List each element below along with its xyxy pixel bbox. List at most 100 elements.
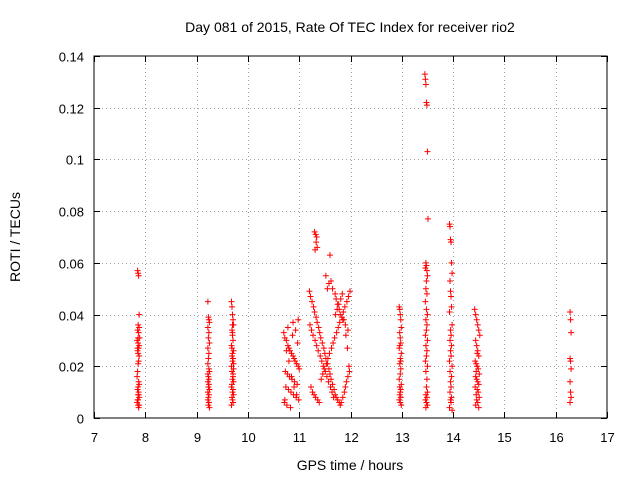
data-point bbox=[291, 355, 298, 362]
data-point bbox=[568, 394, 575, 401]
data-point bbox=[281, 399, 288, 406]
x-tick-label: 12 bbox=[344, 430, 358, 445]
data-points bbox=[134, 71, 575, 414]
data-point bbox=[317, 334, 324, 341]
data-point bbox=[346, 368, 353, 375]
data-point bbox=[422, 391, 429, 398]
data-point bbox=[294, 340, 301, 347]
x-axis-title: GPS time / hours bbox=[297, 457, 404, 473]
data-point bbox=[230, 316, 237, 323]
data-point bbox=[446, 308, 453, 315]
data-point bbox=[567, 378, 574, 385]
data-point bbox=[447, 236, 454, 243]
x-tick-label: 16 bbox=[549, 430, 563, 445]
y-tick-label: 0.06 bbox=[59, 257, 84, 272]
data-point bbox=[205, 314, 212, 321]
data-point bbox=[332, 290, 339, 297]
data-point bbox=[422, 76, 429, 83]
data-point bbox=[328, 345, 335, 352]
data-point bbox=[309, 298, 316, 305]
data-point bbox=[397, 399, 404, 406]
data-point bbox=[296, 365, 303, 372]
data-point bbox=[473, 391, 480, 398]
data-point bbox=[396, 303, 403, 310]
data-point bbox=[290, 319, 297, 326]
data-point bbox=[228, 381, 235, 388]
data-point bbox=[422, 396, 429, 403]
data-point bbox=[135, 396, 142, 403]
data-point bbox=[473, 396, 480, 403]
data-point bbox=[476, 371, 483, 378]
data-point bbox=[331, 334, 338, 341]
data-point bbox=[396, 383, 403, 390]
data-point bbox=[312, 231, 319, 238]
data-point bbox=[396, 329, 403, 336]
data-point bbox=[326, 252, 333, 259]
data-point bbox=[447, 288, 454, 295]
data-point bbox=[396, 345, 403, 352]
data-point bbox=[135, 270, 142, 277]
data-point bbox=[471, 306, 478, 313]
data-point bbox=[397, 340, 404, 347]
data-point bbox=[449, 407, 456, 414]
data-point bbox=[337, 311, 344, 318]
data-point bbox=[448, 342, 455, 349]
data-point bbox=[306, 321, 313, 328]
data-point bbox=[568, 329, 575, 336]
data-point bbox=[135, 340, 142, 347]
data-point bbox=[312, 337, 319, 344]
data-point bbox=[205, 355, 212, 362]
data-point bbox=[283, 402, 290, 409]
data-point bbox=[228, 342, 235, 349]
y-tick-label: 0.08 bbox=[59, 205, 84, 220]
data-point bbox=[315, 324, 322, 331]
data-point bbox=[472, 373, 479, 380]
data-point bbox=[229, 376, 236, 383]
data-point bbox=[205, 394, 212, 401]
data-point bbox=[229, 350, 236, 357]
data-point bbox=[476, 332, 483, 339]
data-point bbox=[205, 316, 212, 323]
data-point bbox=[205, 350, 212, 357]
data-point bbox=[229, 311, 236, 318]
data-point bbox=[423, 352, 430, 359]
data-point bbox=[446, 221, 453, 228]
data-point bbox=[567, 358, 574, 365]
data-point bbox=[321, 365, 328, 372]
data-point bbox=[567, 316, 574, 323]
data-point bbox=[313, 234, 320, 240]
data-point bbox=[295, 316, 302, 323]
data-point bbox=[475, 381, 482, 388]
data-point bbox=[135, 272, 142, 279]
data-point bbox=[344, 373, 351, 380]
data-point bbox=[447, 337, 454, 344]
data-point bbox=[205, 334, 212, 341]
data-point bbox=[345, 363, 352, 370]
data-point bbox=[320, 363, 327, 370]
data-point bbox=[336, 306, 343, 313]
data-point bbox=[284, 324, 291, 331]
data-point bbox=[424, 148, 431, 155]
data-point bbox=[135, 358, 142, 365]
data-point bbox=[341, 303, 348, 310]
data-point bbox=[476, 394, 483, 401]
data-point bbox=[135, 350, 142, 357]
data-point bbox=[472, 311, 479, 318]
data-point bbox=[423, 327, 430, 334]
data-point bbox=[447, 223, 454, 230]
data-point bbox=[134, 386, 141, 393]
data-point bbox=[398, 324, 405, 331]
data-point bbox=[228, 394, 235, 401]
data-point bbox=[134, 337, 141, 344]
data-point bbox=[135, 334, 142, 341]
data-point bbox=[324, 285, 331, 292]
data-point bbox=[397, 365, 404, 372]
data-point bbox=[473, 316, 480, 323]
data-point bbox=[287, 389, 294, 396]
data-point bbox=[397, 316, 404, 323]
x-tick-labels: 7 8 9 10 11 12 13 14 15 16 17 bbox=[91, 430, 615, 445]
data-point bbox=[313, 239, 320, 246]
data-point bbox=[334, 301, 341, 308]
